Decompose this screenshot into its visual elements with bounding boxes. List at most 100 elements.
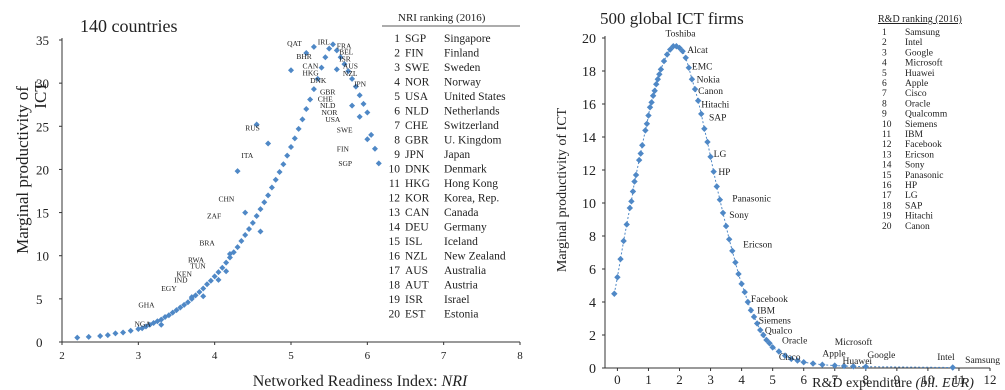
nri-point-label: SGP [338,159,352,168]
chart-nri: 140 countries Marginal productivity of I… [13,12,523,390]
rnd-point-label: Nokia [697,76,721,86]
rnd-point [676,44,683,52]
nri-point [97,332,104,339]
chart-nri-yticks: 0 5 10 15 20 25 30 35 [36,33,62,350]
rnd-point [657,66,665,73]
nri-point [200,285,207,292]
rnd-ranking-rank: 5 [882,69,887,79]
chart-rnd-title: 500 global ICT firms [600,9,744,28]
rnd-point [722,222,730,230]
nri-ranking-code: NOR [405,77,430,89]
rnd-point-label: Apple [822,349,845,359]
rnd-point [667,46,674,53]
nri-point [268,184,275,191]
nri-point-label: CHN [218,194,234,203]
nri-xtick-label: 7 [441,350,447,362]
nri-point-label: CHE [318,94,333,103]
nri-point-label: DNK [310,76,327,85]
nri-ranking-country: Estonia [444,309,479,321]
nri-ranking-country: Norway [444,77,481,89]
nri-point [368,131,375,138]
rnd-ranking-title: R&D ranking (2016) [878,14,962,25]
rnd-xtick-label: 12 [984,372,997,387]
nri-ranking-country: United States [444,91,506,103]
nri-point-label: NLD [320,101,336,110]
rnd-ranking-firm: Canon [905,222,930,232]
rnd-point [725,236,733,243]
nri-ranking-rank: 12 [389,193,401,205]
nri-ytick-label: 5 [36,292,43,307]
rnd-xtick-label: 1 [645,372,652,387]
rnd-point [719,209,727,217]
rnd-ranking-firm: Microsoft [905,58,943,69]
nri-point [349,102,356,109]
nri-ranking-code: KOR [405,193,430,205]
rnd-point [840,362,848,370]
rnd-point [629,188,637,195]
rnd-ytick-label: 12 [582,164,596,179]
nri-point-label: BEL [339,48,354,57]
rnd-ranking-rank: 17 [882,191,892,201]
nri-point [177,304,184,311]
nri-point [219,264,226,271]
nri-point [188,294,195,301]
chart-rnd-point-labels: ToshibaAlcatEMCNokiaCanonHitachiSAPLGHPP… [666,29,1001,367]
nri-ranking-rank: 11 [389,178,400,190]
rnd-xtick-label: 4 [738,372,745,387]
nri-ranking-country: New Zealand [444,251,506,263]
nri-point-label: ZAF [207,212,221,221]
rnd-point-label: Hitachi [701,100,729,110]
rnd-point-label: Panasonic [732,194,771,204]
nri-point [196,288,203,295]
nri-ranking-code: AUT [405,280,429,292]
rnd-point-label: IBM [757,307,776,317]
nri-ranking-rank: 13 [389,207,401,219]
nri-point [356,113,363,120]
nri-ranking-rank: 10 [389,164,401,176]
rnd-ranking-rank: 2 [882,38,887,48]
nri-ranking-code: USA [405,91,429,103]
chart-nri-title: 140 countries [80,16,177,36]
nri-ranking-rank: 14 [389,222,401,234]
nri-point [261,199,268,206]
chart-rnd-yticks: 0 2 4 6 8 10 12 14 16 18 20 [582,32,605,377]
nri-point [257,228,264,235]
nri-point [303,106,310,113]
nri-ranking-country: Singapore [444,33,491,45]
nri-ranking-country: Hong Kong [444,178,498,190]
rnd-point [819,361,826,368]
rnd-point [732,259,739,266]
rnd-ranking-rank: 11 [882,130,891,140]
rnd-ranking-rank: 12 [882,140,892,150]
nri-ranking-code: HKG [405,178,430,190]
rnd-point [637,150,644,157]
rnd-point [741,288,748,296]
nri-point [211,273,218,280]
nri-point [253,121,260,128]
rnd-ranking-firm: Hitachi [905,212,933,222]
nri-ranking-country: Austria [444,280,478,292]
nri-ranking-code: DNK [405,164,431,176]
rnd-point [626,204,634,212]
rnd-point [694,97,702,104]
nri-point-label: GBR [320,87,335,96]
nri-point [288,143,294,150]
rnd-ranking-firm: Ericson [905,150,934,160]
nri-ranking-code: FIN [405,48,424,60]
nri-ytick-label: 20 [36,162,49,177]
nri-point-label: BRA [199,238,215,247]
nri-ytick-label: 10 [36,249,49,264]
rnd-ranking-rank: 1 [882,28,887,38]
nri-point [238,238,245,245]
nri-xtick-label: 3 [136,350,142,362]
rnd-ranking-firm: Apple [905,79,928,89]
rnd-point-label: Oracle [782,336,807,346]
nri-ranking-rank: 16 [389,251,401,263]
nri-ranking-rank: 15 [389,236,401,248]
nri-ranking-rank: 8 [394,135,400,147]
rnd-point [645,112,652,119]
chart-nri-xticks: 2 3 4 5 6 7 8 [59,342,523,362]
rnd-ranking-firm: Panasonic [905,171,944,181]
rnd-point-label: Intel [937,353,955,363]
nri-point [242,232,249,239]
